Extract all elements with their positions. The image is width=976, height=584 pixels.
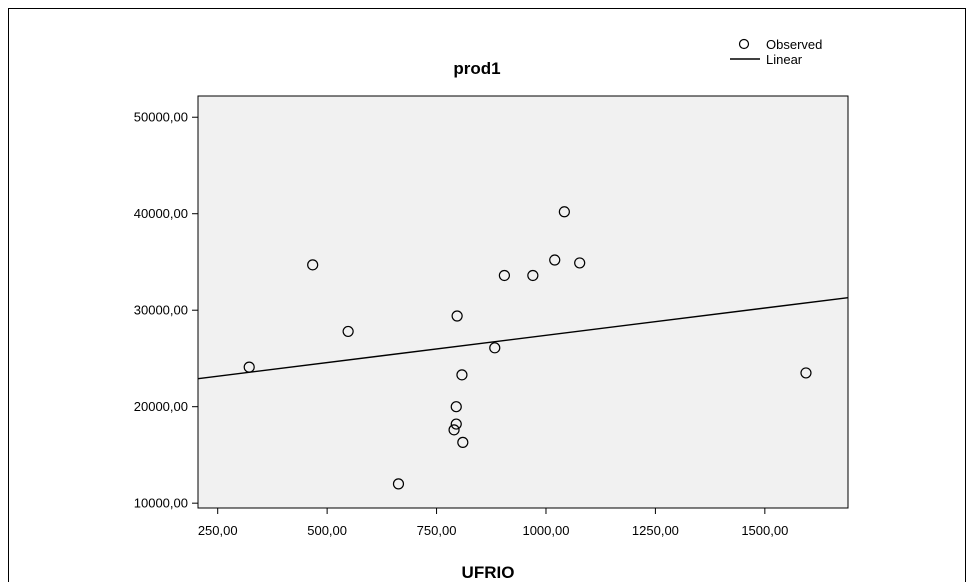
y-tick-label: 10000,00 (134, 496, 188, 511)
x-tick-label: 1250,00 (632, 523, 679, 538)
observed-point (549, 254, 561, 266)
x-axis: 250,00 500,00 750,00 1000,00 1250,00 1500,00 (198, 508, 788, 538)
y-tick-label: 50000,00 (134, 110, 188, 125)
plot-area (197, 95, 849, 509)
observed-point (450, 418, 462, 430)
y-axis: 10000,00 20000,00 30000,00 40000,00 50000,00 (134, 110, 198, 511)
observed-point (558, 206, 570, 218)
observed-point (342, 325, 354, 338)
observed-point (451, 310, 463, 322)
observed-point (800, 367, 812, 379)
x-tick-label: 1500,00 (741, 523, 788, 538)
observed-point (498, 269, 510, 282)
legend-linear-label: Linear (766, 52, 803, 67)
observed-point (450, 401, 462, 413)
legend-observed-label: Observed (766, 37, 822, 52)
observed-point (456, 369, 468, 381)
observed-point (489, 342, 501, 354)
y-tick-label: 30000,00 (134, 303, 188, 318)
x-tick-label: 1000,00 (522, 523, 569, 538)
legend-observed-marker (738, 38, 750, 50)
linear-fit-line (197, 296, 849, 380)
y-tick-label: 40000,00 (134, 206, 188, 221)
y-tick-label: 20000,00 (134, 399, 188, 414)
observed-point (243, 361, 255, 373)
observed-point (307, 259, 319, 271)
x-tick-label: 500,00 (307, 523, 347, 538)
observed-point (448, 424, 460, 436)
chart-title: prod1 (453, 59, 500, 78)
x-axis-label: UFRIO (462, 563, 515, 582)
fit-line-layer (197, 296, 849, 380)
observed-point (392, 478, 405, 490)
x-tick-label: 250,00 (198, 523, 238, 538)
observed-point (457, 436, 469, 448)
legend: Observed Linear (730, 37, 822, 67)
chart-frame (8, 8, 966, 582)
observed-point (574, 257, 586, 269)
observed-point (527, 269, 539, 282)
x-tick-label: 750,00 (417, 523, 457, 538)
points-layer (243, 206, 812, 490)
